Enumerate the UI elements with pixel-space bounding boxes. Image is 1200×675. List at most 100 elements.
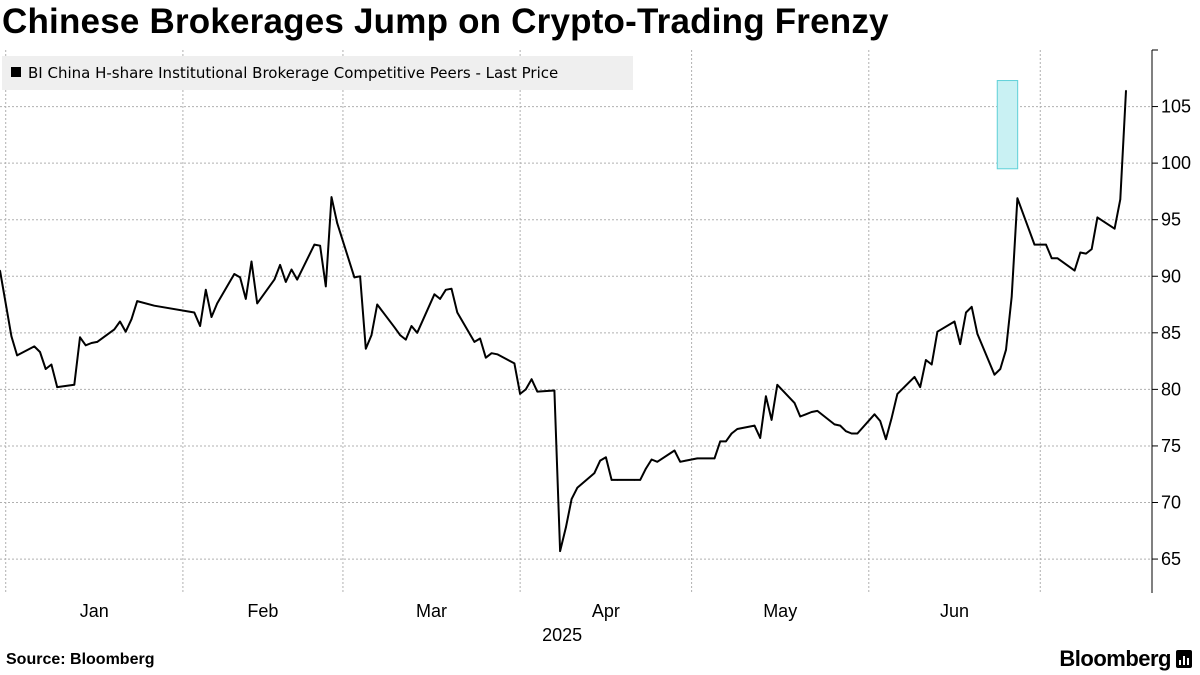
series-layer	[0, 89, 1127, 553]
data-point	[576, 487, 579, 489]
series-line	[0, 90, 1127, 553]
data-point	[536, 390, 539, 393]
source-note: Source: Bloomberg	[6, 651, 155, 668]
data-point	[56, 386, 58, 388]
x-tick-label: May	[763, 601, 797, 621]
data-point	[233, 273, 236, 275]
data-point	[325, 285, 327, 288]
data-point	[296, 278, 299, 281]
data-point	[199, 325, 201, 327]
data-point	[725, 440, 727, 443]
data-point	[250, 260, 253, 263]
data-point	[616, 479, 619, 481]
data-point	[519, 393, 521, 395]
data-point	[256, 302, 259, 305]
data-point	[599, 459, 601, 462]
data-point	[245, 298, 247, 300]
data-point	[1010, 295, 1013, 298]
data-point	[650, 458, 653, 461]
data-point	[210, 316, 213, 318]
data-point	[1085, 252, 1087, 255]
data-point	[416, 332, 419, 334]
data-point	[925, 359, 927, 361]
data-point	[1096, 216, 1099, 219]
data-point	[913, 376, 916, 378]
data-point	[479, 337, 481, 340]
data-point	[0, 269, 1, 272]
y-tick-label: 65	[1161, 549, 1181, 569]
data-point	[1056, 257, 1059, 260]
data-point	[685, 459, 687, 462]
data-point	[113, 328, 116, 331]
data-point	[410, 325, 413, 327]
data-point	[679, 461, 681, 463]
y-tick-label: 105	[1161, 97, 1191, 117]
x-tick-label: Jun	[940, 601, 969, 621]
data-point	[439, 298, 441, 300]
data-point	[485, 356, 487, 359]
data-point	[336, 222, 339, 224]
data-point	[285, 281, 287, 283]
data-point	[696, 457, 699, 460]
data-point	[833, 423, 836, 426]
y-tick-label: 85	[1161, 323, 1181, 343]
data-point	[370, 334, 373, 336]
data-point	[90, 342, 93, 344]
data-point	[39, 351, 41, 353]
data-point	[610, 479, 613, 481]
data-point	[193, 311, 196, 314]
data-point	[96, 341, 98, 343]
data-point	[816, 410, 819, 412]
data-point	[810, 411, 813, 413]
x-tick-label: Apr	[592, 601, 620, 621]
data-point	[765, 395, 767, 398]
data-point	[559, 550, 561, 552]
data-point	[1033, 243, 1036, 246]
data-point	[353, 276, 356, 279]
data-point	[119, 320, 121, 323]
data-point	[205, 289, 207, 291]
data-point	[770, 419, 773, 421]
data-point	[50, 363, 53, 366]
data-point	[1113, 227, 1116, 230]
data-point	[633, 479, 636, 481]
data-point	[136, 300, 138, 302]
bloomberg-terminal-icon	[1176, 650, 1192, 668]
data-point	[885, 438, 887, 441]
data-point	[999, 368, 1002, 370]
data-point	[153, 304, 156, 307]
data-point	[1079, 251, 1082, 254]
data-point	[239, 276, 241, 279]
data-point	[1050, 257, 1053, 260]
y-tick-label: 100	[1161, 153, 1191, 173]
data-point	[776, 384, 779, 386]
data-point	[753, 424, 756, 427]
data-point	[570, 498, 573, 500]
data-point	[890, 416, 893, 419]
legend: BI China H-share Institutional Brokerage…	[2, 56, 633, 90]
data-point	[450, 287, 453, 290]
data-point	[445, 289, 447, 291]
data-point	[1125, 89, 1127, 92]
data-point	[433, 293, 436, 296]
data-point	[273, 278, 276, 281]
data-point	[1119, 198, 1122, 201]
data-point	[970, 306, 973, 308]
data-point	[530, 378, 533, 381]
data-point	[44, 368, 47, 370]
data-point	[856, 432, 859, 435]
data-point	[645, 467, 647, 470]
data-point	[873, 413, 876, 416]
highlight-layer	[996, 80, 1019, 170]
data-point	[365, 347, 367, 350]
data-point	[84, 344, 87, 347]
data-point	[965, 311, 967, 314]
x-tick-label: Jan	[80, 601, 109, 621]
data-point	[936, 330, 939, 333]
y-tick-label: 90	[1161, 266, 1181, 286]
data-point	[953, 320, 956, 323]
data-point	[959, 343, 961, 345]
data-point	[10, 335, 13, 338]
data-point	[1016, 197, 1019, 199]
y-tick-label: 95	[1161, 210, 1181, 230]
